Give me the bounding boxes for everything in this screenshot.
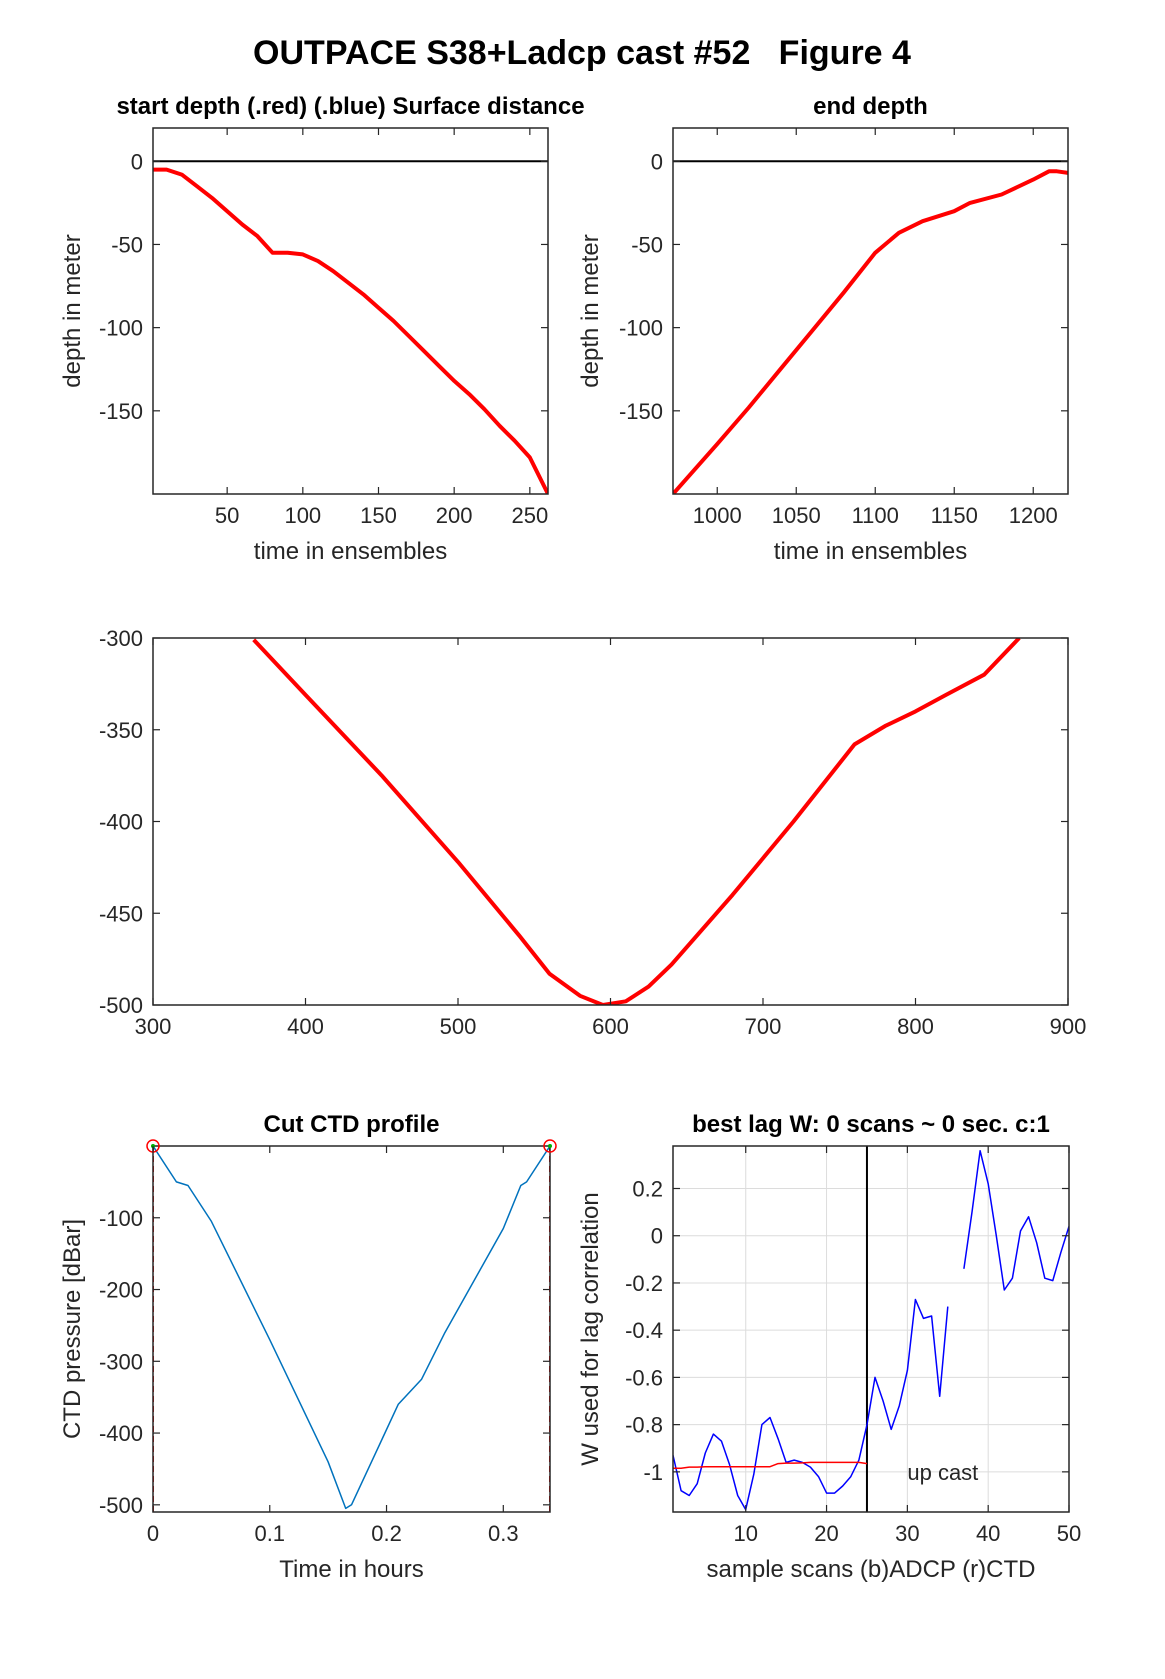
y-tick-label: -100 — [619, 316, 663, 341]
chart-end: 1000 1050 1100 1150 1200 0 -50 -100 -150 end dept… — [577, 93, 1069, 565]
y-tick-label: 0 — [651, 149, 663, 174]
y-tick-label: -200 — [99, 1278, 143, 1303]
x-tick-label: 1200 — [1009, 503, 1058, 528]
x-tick-label: 0 — [147, 1521, 159, 1546]
plot-area — [673, 1146, 1069, 1512]
y-tick-label: -0.2 — [625, 1271, 663, 1296]
x-tick-label: 400 — [287, 1014, 324, 1039]
y-axis-label: W used for lag correlation — [577, 1192, 604, 1465]
y-tick-label: 0 — [651, 1224, 663, 1249]
plot-area — [153, 1146, 550, 1512]
chart-mid: 300 400 500 600 700 800 900 -300 -350 -400 -450 -50… — [99, 626, 1086, 1039]
x-tick-label: 900 — [1050, 1014, 1087, 1039]
y-tick-label: -1 — [643, 1460, 663, 1485]
y-axis-label: depth in meter — [577, 234, 604, 387]
x-tick-label: 30 — [895, 1521, 919, 1546]
chart-title: start depth (.red) (.blue) Surface dista… — [116, 93, 584, 120]
plot-area — [153, 160, 548, 494]
x-tick-label: 100 — [284, 503, 321, 528]
x-axis-label: sample scans (b)ADCP (r)CTD — [707, 1556, 1036, 1583]
chart-ctd: 0 0.1 0.2 0.3 -100 -200 -300 -400 -500 Cut CTD pr… — [59, 1111, 557, 1583]
series-line-0 — [153, 1146, 550, 1510]
y-tick-label: -100 — [99, 316, 143, 341]
y-tick-label: -150 — [99, 399, 143, 424]
x-tick-label: 1150 — [931, 503, 978, 528]
y-tick-label: -350 — [99, 718, 143, 743]
x-tick-label: 600 — [592, 1014, 629, 1039]
y-tick-label: 0 — [131, 149, 143, 174]
series-line-ctd — [673, 1461, 868, 1470]
y-tick-label: -450 — [99, 901, 143, 926]
chart-lag: 10 20 30 40 50 0.2 0 -0.2 -0.4 -0.6 -0.8 -1 best lag… — [577, 1111, 1081, 1583]
series-line-adcp — [673, 1149, 1069, 1511]
chart-title: end depth — [813, 93, 928, 120]
annotation-up-cast: up cast — [907, 1460, 978, 1485]
series-line-0 — [252, 638, 1021, 1005]
y-tick-label: -400 — [99, 1421, 143, 1446]
y-tick-label: -50 — [631, 232, 663, 257]
y-tick-label: -300 — [99, 1349, 143, 1374]
series-line-0 — [673, 169, 1068, 494]
x-tick-label: 700 — [745, 1014, 782, 1039]
x-tick-label: 250 — [511, 503, 548, 528]
cut-point-marker — [543, 1139, 557, 1153]
axes-box — [152, 127, 549, 495]
axes-box — [672, 1145, 1070, 1513]
x-tick-label: 40 — [976, 1521, 1000, 1546]
y-tick-label: -100 — [99, 1206, 143, 1231]
x-tick-label: 0.1 — [254, 1521, 285, 1546]
x-tick-label: 300 — [135, 1014, 172, 1039]
axes-box — [152, 1145, 551, 1513]
x-tick-label: 0.2 — [371, 1521, 402, 1546]
x-tick-label: 50 — [1057, 1521, 1081, 1546]
x-tick-label: 200 — [436, 503, 473, 528]
x-tick-label: 20 — [814, 1521, 838, 1546]
figure-title: OUTPACE S38+Ladcp cast #52 Figure 4 — [253, 34, 911, 72]
y-tick-label: -0.6 — [625, 1365, 663, 1390]
chart-title: best lag W: 0 scans ~ 0 sec. c:1 — [692, 1111, 1050, 1138]
x-tick-label: 500 — [440, 1014, 477, 1039]
y-tick-label: 0.2 — [632, 1177, 663, 1202]
y-axis-label: CTD pressure [dBar] — [59, 1219, 86, 1439]
x-tick-label: 50 — [215, 503, 239, 528]
plot-area — [673, 160, 1068, 494]
y-tick-label: -500 — [99, 993, 143, 1018]
x-axis-label: time in ensembles — [774, 538, 967, 565]
axes-box — [672, 127, 1069, 495]
y-tick-label: -150 — [619, 399, 663, 424]
axes-box — [152, 637, 1069, 1006]
chart-start: 50 100 150 200 250 0 -50 -100 -150 start depth (.… — [59, 93, 585, 565]
plot-area — [252, 638, 1021, 1005]
x-tick-label: 150 — [360, 503, 397, 528]
x-tick-label: 0.3 — [488, 1521, 519, 1546]
x-tick-label: 1100 — [852, 503, 899, 528]
x-axis-label: Time in hours — [279, 1556, 424, 1583]
y-axis-label: depth in meter — [59, 234, 86, 387]
y-tick-label: -400 — [99, 810, 143, 835]
x-tick-label: 10 — [733, 1521, 757, 1546]
x-tick-label: 1050 — [772, 503, 821, 528]
y-tick-label: -500 — [99, 1493, 143, 1518]
cut-point-dot — [548, 1144, 552, 1148]
y-tick-label: -0.8 — [625, 1413, 663, 1438]
x-axis-label: time in ensembles — [254, 538, 447, 565]
chart-title: Cut CTD profile — [264, 1111, 440, 1138]
y-tick-label: -300 — [99, 626, 143, 651]
y-tick-label: -0.4 — [625, 1318, 663, 1343]
x-tick-label: 1000 — [693, 503, 742, 528]
y-tick-label: -50 — [111, 232, 143, 257]
x-tick-label: 800 — [897, 1014, 934, 1039]
series-line-0 — [153, 167, 548, 494]
